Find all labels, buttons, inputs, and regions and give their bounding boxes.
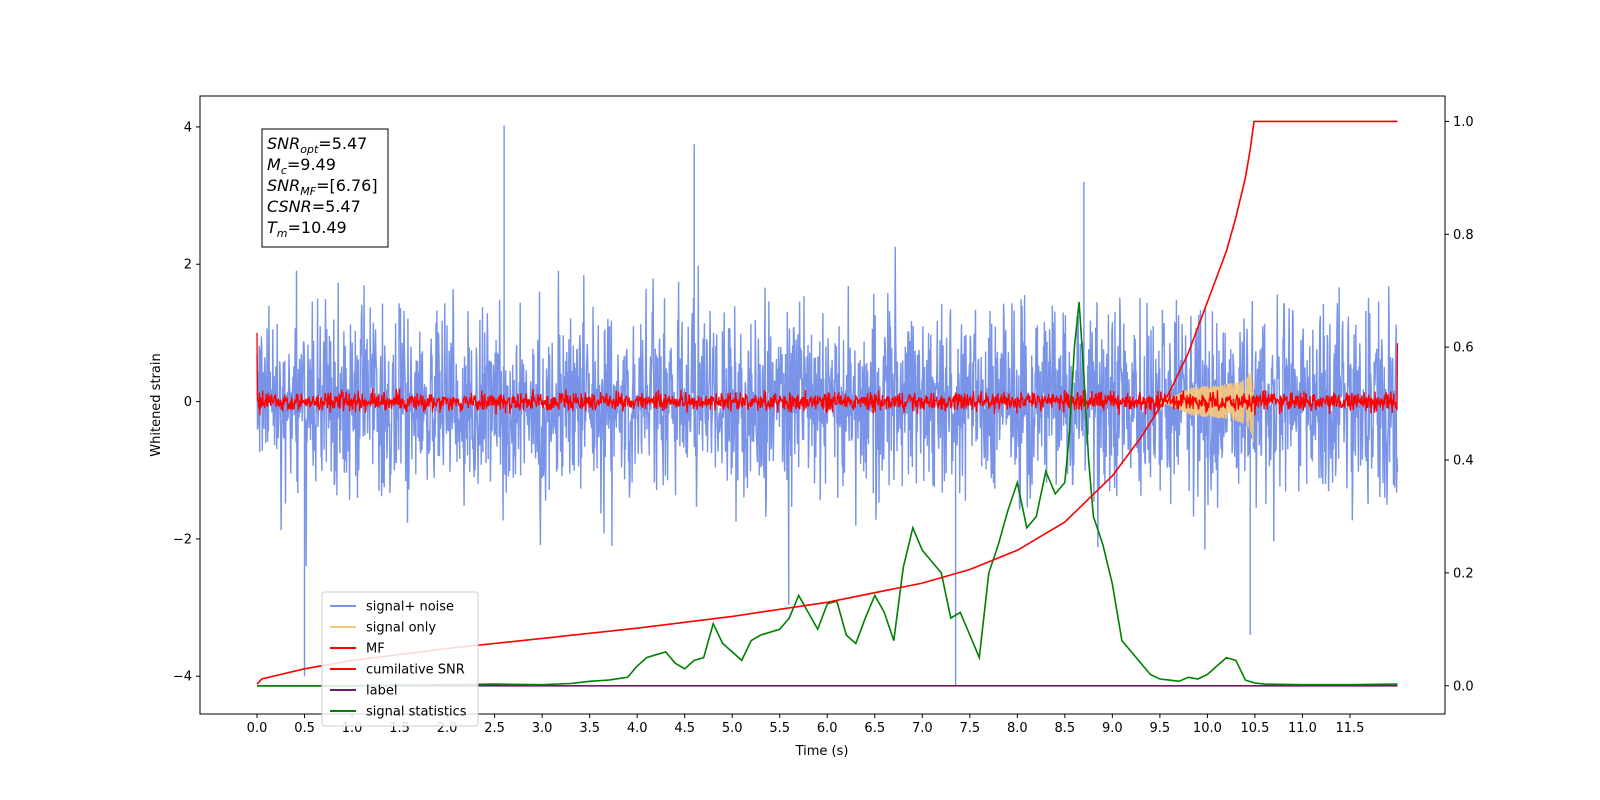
series-signal-only: [1159, 371, 1255, 443]
x-tick-label: 7.0: [912, 721, 933, 736]
x-tick-label: 10.0: [1193, 721, 1222, 736]
series-mf: [256, 332, 1399, 416]
x-tick-label: 4.0: [627, 721, 648, 736]
x-tick-label: 6.5: [864, 721, 885, 736]
y-tick-label: −2: [173, 532, 192, 547]
x-tick-label: 5.0: [722, 721, 743, 736]
series-signal-statistics: [257, 301, 1398, 687]
x-tick-label: 3.0: [532, 721, 553, 736]
annotation-line: CSNR=5.47: [267, 197, 361, 216]
x-axis: 0.0 0.5 1.0 1.5 2.0 2.5 3.0 3.5 4.0 4.5 5.0 5.5 6.0 6…: [247, 714, 1364, 736]
y-axis-left: −4 −2 0 2 4: [173, 120, 200, 685]
legend-label: signal only: [366, 621, 436, 636]
x-axis-label: Time (s): [795, 744, 849, 759]
x-tick-label: 0.5: [294, 721, 315, 736]
x-tick-label: 9.5: [1150, 721, 1171, 736]
legend-label: signal+ noise: [366, 600, 454, 615]
y-axis-right: 0.0 0.2 0.4 0.6 0.8 1.0: [1445, 115, 1474, 694]
y-right-tick-label: 0.2: [1453, 566, 1474, 581]
legend-label: MF: [366, 642, 385, 657]
legend-label: label: [366, 684, 397, 699]
x-tick-label: 7.5: [959, 721, 980, 736]
x-tick-label: 8.5: [1055, 721, 1076, 736]
x-tick-label: 10.5: [1240, 721, 1269, 736]
annotation-frame: [261, 128, 389, 248]
legend-label: cumilative SNR: [366, 663, 465, 678]
x-tick-label: 4.5: [674, 721, 695, 736]
y-right-tick-label: 0.0: [1453, 679, 1474, 694]
y-right-tick-label: 0.8: [1453, 228, 1474, 243]
y-tick-label: −4: [173, 670, 192, 685]
y-right-tick-label: 0.6: [1453, 341, 1474, 356]
annotation-line: SNRopt=5.47: [267, 134, 367, 156]
x-tick-label: 11.5: [1335, 721, 1364, 736]
annotation-line: SNRMF=[6.76]: [267, 176, 378, 198]
axes-frame: [199, 95, 1446, 715]
y-tick-label: 2: [184, 258, 192, 273]
y-tick-label: 4: [184, 120, 192, 135]
legend-frame: [321, 591, 479, 727]
y-axis-label: Whitened strain: [149, 353, 164, 456]
y-right-tick-label: 0.4: [1453, 454, 1474, 469]
x-tick-label: 0.0: [247, 721, 268, 736]
y-right-tick-label: 1.0: [1453, 115, 1474, 130]
annotation-line: Tm=10.49: [267, 218, 347, 240]
y-tick-label: 0: [184, 395, 192, 410]
x-tick-label: 3.5: [579, 721, 600, 736]
legend: signal+ noise signal only MF cumilative SNR…: [321, 591, 479, 727]
x-tick-label: 9.0: [1102, 721, 1123, 736]
x-tick-label: 6.0: [817, 721, 838, 736]
annotation-line: Mc=9.49: [267, 155, 336, 177]
x-tick-label: 5.5: [769, 721, 790, 736]
legend-label: signal statistics: [366, 705, 467, 720]
x-tick-label: 11.0: [1288, 721, 1317, 736]
series-signal-noise: [256, 125, 1399, 687]
x-tick-label: 8.0: [1007, 721, 1028, 736]
x-tick-label: 2.5: [484, 721, 505, 736]
